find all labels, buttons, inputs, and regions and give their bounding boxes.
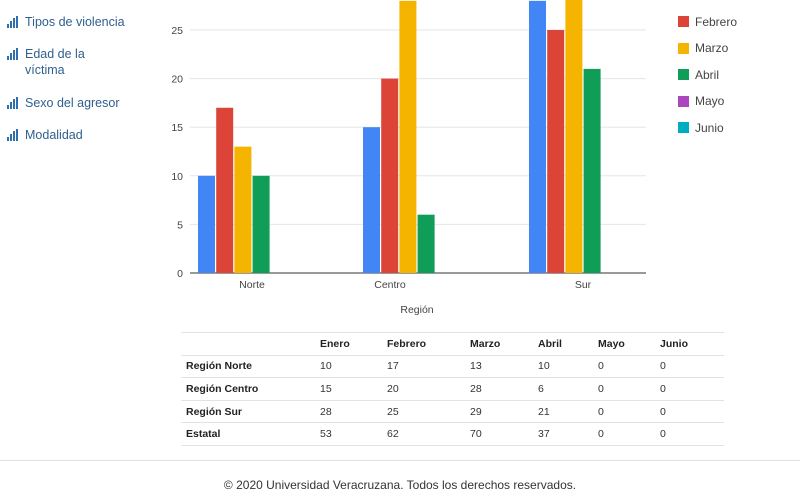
table-header-row: Enero Febrero Marzo Abril Mayo Junio — [181, 332, 724, 356]
y-tick-label: 5 — [177, 219, 183, 231]
legend-item-febrero[interactable]: Febrero — [678, 15, 737, 29]
bar-abril-norte[interactable] — [252, 175, 270, 273]
table-cell: 15 — [314, 377, 381, 401]
bar-abril-centro[interactable] — [417, 214, 435, 273]
table-cell: 28 — [314, 399, 381, 423]
table-cell: 62 — [381, 422, 464, 446]
table-row: Región Sur 28 25 29 21 0 0 — [181, 399, 724, 423]
table-cell: 0 — [654, 399, 724, 423]
footer-copyright: © 2020 Universidad Veracruzana. Todos lo… — [223, 478, 577, 492]
table-cell: 17 — [381, 354, 464, 378]
legend-swatch — [678, 95, 689, 107]
legend-label: Febrero — [695, 14, 738, 29]
y-tick-label: 10 — [171, 171, 183, 183]
bar-chart-icon — [7, 16, 21, 28]
sidebar-item-edad-de-la-victima[interactable]: Edad de la víctima — [7, 46, 97, 78]
sidebar-item-label: Edad de la víctima — [25, 47, 85, 77]
bar-abril-sur[interactable] — [583, 68, 601, 273]
sidebar-item-modalidad[interactable]: Modalidad — [7, 127, 147, 143]
table-header-cell — [181, 332, 314, 356]
table-cell: 0 — [654, 422, 724, 446]
table-row-label: Región Centro — [181, 377, 314, 401]
table-header-cell: Enero — [314, 332, 381, 356]
footer-divider — [0, 460, 800, 461]
legend-item-marzo[interactable]: Marzo — [678, 41, 728, 55]
legend-swatch — [678, 42, 689, 54]
table-header-cell: Marzo — [464, 332, 532, 356]
table-cell: 37 — [532, 422, 592, 446]
legend-item-junio[interactable]: Junio — [678, 121, 724, 135]
sidebar-item-tipos-de-violencia[interactable]: Tipos de violencia — [7, 14, 147, 30]
legend-swatch — [678, 16, 689, 27]
bar-enero-sur[interactable] — [529, 0, 546, 274]
table-cell: 13 — [464, 354, 532, 378]
table-row-label: Región Sur — [181, 399, 314, 423]
bar-febrero-sur[interactable] — [547, 30, 565, 273]
bar-marzo-norte[interactable] — [234, 146, 252, 273]
legend-item-mayo[interactable]: Mayo — [678, 94, 724, 108]
table-cell: 0 — [592, 422, 654, 446]
table-cell: 10 — [314, 354, 381, 378]
legend-swatch — [678, 122, 689, 133]
table-row: Región Norte 10 17 13 10 0 0 — [181, 354, 724, 378]
table-cell: 28 — [464, 377, 532, 401]
table-row: Región Centro 15 20 28 6 0 0 — [181, 377, 724, 401]
bar-chart: 0 5 10 15 20 25 Norte Centro Sur Región — [171, 0, 646, 316]
bar-marzo-sur[interactable] — [565, 0, 583, 273]
table-cell: 0 — [592, 377, 654, 401]
sidebar-item-sexo-del-agresor[interactable]: Sexo del agresor — [7, 95, 147, 111]
bar-marzo-centro[interactable] — [399, 0, 417, 274]
data-table: Enero Febrero Marzo Abril Mayo Junio Reg… — [181, 332, 724, 446]
table-header-cell: Febrero — [381, 332, 464, 356]
table-cell: 6 — [532, 377, 592, 401]
x-axis-title: Región — [400, 304, 433, 316]
legend-label: Junio — [695, 120, 724, 135]
y-tick-label: 15 — [171, 122, 183, 134]
legend-label: Mayo — [695, 94, 725, 108]
table-cell: 21 — [532, 399, 592, 423]
y-tick-label: 25 — [171, 25, 183, 37]
bar-febrero-centro[interactable] — [381, 78, 399, 273]
table-cell: 29 — [464, 399, 532, 423]
bar-enero-centro[interactable] — [363, 127, 380, 273]
sidebar-item-label: Tipos de violencia — [25, 15, 125, 29]
legend-label: Marzo — [695, 41, 729, 55]
table-cell: 53 — [314, 422, 381, 446]
x-tick-label: Centro — [374, 279, 406, 291]
y-tick-label: 20 — [171, 74, 183, 86]
table-cell: 0 — [592, 399, 654, 423]
bar-febrero-norte[interactable] — [216, 107, 234, 273]
x-tick-label: Norte — [239, 279, 265, 291]
table-cell: 10 — [532, 354, 592, 378]
bar-chart-icon — [7, 129, 21, 141]
table-row-label: Región Norte — [181, 354, 314, 378]
bar-chart-icon — [7, 48, 21, 60]
table-cell: 0 — [654, 377, 724, 401]
table-cell: 20 — [381, 377, 464, 401]
table-cell: 25 — [381, 399, 464, 423]
table-cell: 0 — [592, 354, 654, 378]
table-row: Estatal 53 62 70 37 0 0 — [181, 422, 724, 446]
y-tick-label: 0 — [177, 268, 183, 280]
legend-swatch — [678, 69, 689, 80]
bar-chart-icon — [7, 97, 21, 109]
table-header-cell: Junio — [654, 332, 724, 356]
legend-item-abril[interactable]: Abril — [678, 68, 719, 82]
table-header-cell: Mayo — [592, 332, 654, 356]
sidebar-item-label: Modalidad — [25, 128, 83, 142]
x-tick-label: Sur — [575, 279, 592, 291]
table-header-cell: Abril — [532, 332, 592, 356]
table-cell: 70 — [464, 422, 532, 446]
bar-enero-norte[interactable] — [198, 175, 215, 273]
legend-label: Abril — [695, 67, 720, 82]
table-cell: 0 — [654, 354, 724, 378]
sidebar-item-label: Sexo del agresor — [25, 96, 120, 110]
table-row-label: Estatal — [181, 422, 314, 446]
